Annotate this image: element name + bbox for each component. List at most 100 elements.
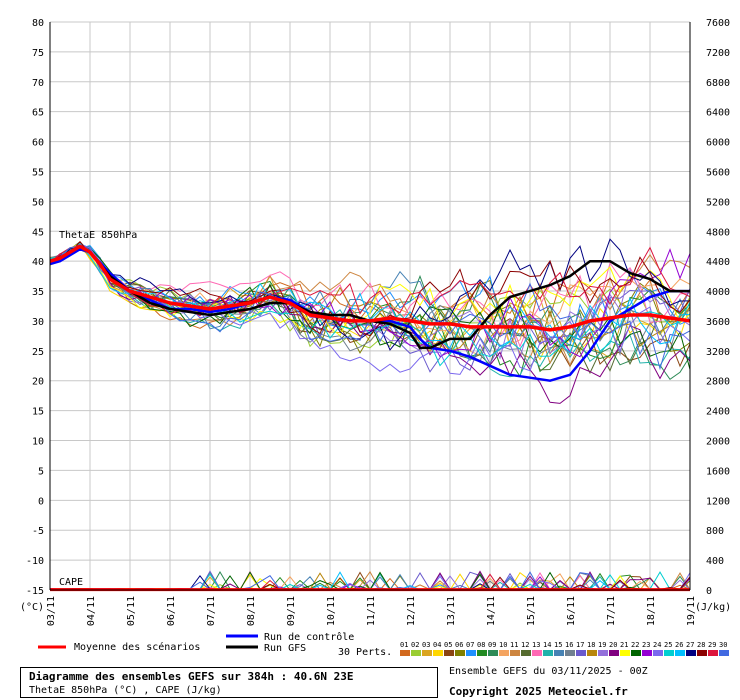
y-right-tick: 1200 bbox=[706, 496, 730, 507]
y-left-tick: 10 bbox=[32, 437, 44, 448]
y-right-tick: 5600 bbox=[706, 167, 730, 178]
y-right-unit: (J/kg) bbox=[695, 602, 731, 613]
series-label: ThetaE 850hPa bbox=[59, 230, 137, 241]
y-left-tick: 35 bbox=[32, 287, 44, 298]
y-left-tick: 70 bbox=[32, 78, 44, 89]
member-legend-swatch bbox=[499, 650, 509, 656]
member-legend-label: 06 bbox=[455, 641, 463, 649]
member-legend-swatch bbox=[653, 650, 663, 656]
member-legend-label: 04 bbox=[433, 641, 441, 649]
y-left-tick: 45 bbox=[32, 227, 44, 238]
member-legend-swatch bbox=[477, 650, 487, 656]
member-legend-swatch bbox=[488, 650, 498, 656]
member-legend-swatch bbox=[521, 650, 531, 656]
y-left-tick: 75 bbox=[32, 48, 44, 59]
legend-control-label: Run de contrôle bbox=[264, 631, 354, 643]
member-legend-swatch bbox=[708, 650, 718, 656]
member-line bbox=[49, 238, 691, 351]
y-right-tick: 800 bbox=[706, 526, 724, 537]
y-right-tick: 7200 bbox=[706, 48, 730, 59]
y-left-tick: 50 bbox=[32, 197, 44, 208]
member-legend-swatch bbox=[598, 650, 608, 656]
copyright: Copyright 2025 Meteociel.fr bbox=[449, 685, 628, 698]
x-tick: 06/11 bbox=[166, 596, 177, 626]
member-legend-label: 14 bbox=[543, 641, 551, 649]
x-tick: 14/11 bbox=[486, 596, 497, 626]
y-left-tick: 15 bbox=[32, 407, 44, 418]
x-tick: 17/11 bbox=[606, 596, 617, 626]
member-legend-swatch bbox=[587, 650, 597, 656]
member-legend-swatch bbox=[719, 650, 729, 656]
member-legend-label: 19 bbox=[598, 641, 606, 649]
member-legend-swatch bbox=[642, 650, 652, 656]
member-legend-swatch bbox=[422, 650, 432, 656]
x-tick: 11/11 bbox=[366, 596, 377, 626]
y-left-tick: 60 bbox=[32, 138, 44, 149]
y-left-tick: 40 bbox=[32, 257, 44, 268]
legend-gfs-label: Run GFS bbox=[264, 643, 306, 654]
member-legend-label: 07 bbox=[466, 641, 474, 649]
member-line bbox=[49, 248, 691, 355]
x-tick: 10/11 bbox=[326, 596, 337, 626]
y-right-tick: 400 bbox=[706, 556, 724, 567]
member-legend-label: 11 bbox=[510, 641, 518, 649]
x-tick: 03/11 bbox=[46, 596, 57, 626]
y-left-tick: 5 bbox=[38, 466, 44, 477]
x-tick: 12/11 bbox=[406, 596, 417, 626]
mean-line bbox=[49, 244, 691, 332]
member-legend-label: 22 bbox=[631, 641, 639, 649]
x-tick: 18/11 bbox=[646, 596, 657, 626]
x-tick: 07/11 bbox=[206, 596, 217, 626]
member-legend-swatch bbox=[532, 650, 542, 656]
member-line bbox=[49, 248, 691, 356]
y-left-tick: 80 bbox=[32, 18, 44, 29]
member-legend-label: 30 bbox=[719, 641, 727, 649]
caption-subtitle: ThetaE 850hPa (°C) , CAPE (J/kg) bbox=[29, 685, 222, 696]
member-legend-label: 13 bbox=[532, 641, 540, 649]
member-legend-swatch bbox=[675, 650, 685, 656]
member-legend-label: 21 bbox=[620, 641, 628, 649]
member-legend-label: 29 bbox=[708, 641, 716, 649]
x-tick: 04/11 bbox=[86, 596, 97, 626]
y-left-tick: -10 bbox=[26, 556, 44, 567]
member-legend-label: 24 bbox=[653, 641, 661, 649]
member-legend-label: 28 bbox=[697, 641, 705, 649]
member-legend-swatch bbox=[455, 650, 465, 656]
axes bbox=[49, 22, 691, 591]
y-left-tick: 25 bbox=[32, 347, 44, 358]
y-left-unit: (°C) bbox=[20, 602, 44, 613]
y-left-tick: 30 bbox=[32, 317, 44, 328]
y-right-tick: 6000 bbox=[706, 138, 730, 149]
y-left-tick: 20 bbox=[32, 377, 44, 388]
member-legend-label: 08 bbox=[477, 641, 485, 649]
y-right-tick: 7600 bbox=[706, 18, 730, 29]
member-legend-label: 25 bbox=[664, 641, 672, 649]
member-legend-swatch bbox=[444, 650, 454, 656]
member-legend-swatch bbox=[576, 650, 586, 656]
x-tick: 15/11 bbox=[526, 596, 537, 626]
cape-label: CAPE bbox=[59, 577, 83, 588]
member-legend-label: 15 bbox=[554, 641, 562, 649]
run-info: Ensemble GEFS du 03/11/2025 - 00Z bbox=[449, 666, 648, 677]
member-legend-swatch bbox=[400, 650, 410, 656]
member-legend-swatch bbox=[543, 650, 553, 656]
member-legend-label: 16 bbox=[565, 641, 573, 649]
legend-perts-label: 30 Perts. bbox=[338, 647, 392, 658]
y-right-tick: 2400 bbox=[706, 407, 730, 418]
member-legend-swatch bbox=[697, 650, 707, 656]
y-right-tick: 0 bbox=[706, 586, 712, 597]
y-right-tick: 6400 bbox=[706, 108, 730, 119]
y-right-tick: 4800 bbox=[706, 227, 730, 238]
caption-title: Diagramme des ensembles GEFS sur 384h : … bbox=[29, 670, 354, 683]
member-legend-label: 05 bbox=[444, 641, 452, 649]
y-right-tick: 5200 bbox=[706, 197, 730, 208]
y-right-tick: 3600 bbox=[706, 317, 730, 328]
y-left-tick: -15 bbox=[26, 586, 44, 597]
x-tick: 19/11 bbox=[686, 596, 697, 626]
member-legend-label: 01 bbox=[400, 641, 408, 649]
member-legend-label: 18 bbox=[587, 641, 595, 649]
member-line bbox=[49, 245, 691, 349]
member-legend-label: 20 bbox=[609, 641, 617, 649]
